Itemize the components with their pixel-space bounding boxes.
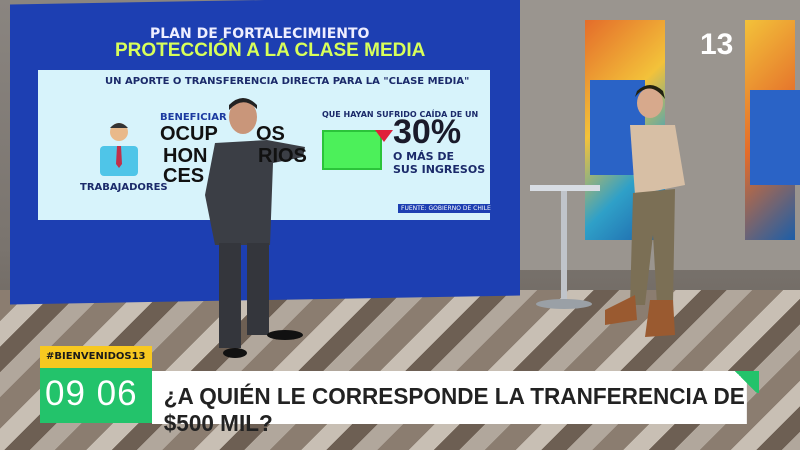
money-icon <box>322 130 382 170</box>
studio-table <box>530 185 600 309</box>
category-honorarios-end: RIOS <box>258 145 307 167</box>
condition-text: QUE HAYAN SUFRIDO CAÍDA DE UN <box>322 110 479 119</box>
anchor-figure <box>605 85 685 337</box>
category-cesantes: CES <box>163 165 205 187</box>
channel-logo: 13 <box>700 28 734 61</box>
beneficiaries-label: BENEFICIAR <box>160 112 227 123</box>
category-ocupados-end: OS <box>256 123 285 145</box>
source-label: FUENTE: GOBIERNO DE CHILE <box>398 204 494 213</box>
arrow-down-icon <box>375 130 393 142</box>
presenter-figure <box>205 98 305 358</box>
worker-icon <box>100 123 138 176</box>
headline-banner: ¿A QUIÉN LE CORRESPONDE LA TRANFERENCIA … <box>152 371 747 436</box>
percentage-note: SUS INGRESOS <box>393 163 486 176</box>
percentage-note: O MÁS DE <box>393 150 455 163</box>
infographic-title: PLAN DE FORTALECIMIENTO <box>150 26 370 42</box>
clock-display: 09 06 <box>40 368 152 423</box>
percentage-value: 30% <box>393 113 462 151</box>
banner-corner-accent <box>733 371 759 393</box>
category-honorarios: HON <box>163 145 208 167</box>
worker-label: TRABAJADORES <box>80 182 168 193</box>
hashtag-label: #BIENVENIDOS13 <box>40 346 152 368</box>
category-ocupados: OCUP <box>160 123 218 145</box>
infographic-heading: PROTECCIÓN A LA CLASE MEDIA <box>115 40 426 61</box>
infographic-subtitle: UN APORTE O TRANSFERENCIA DIRECTA PARA L… <box>105 76 470 87</box>
studio-monitor <box>750 90 800 185</box>
